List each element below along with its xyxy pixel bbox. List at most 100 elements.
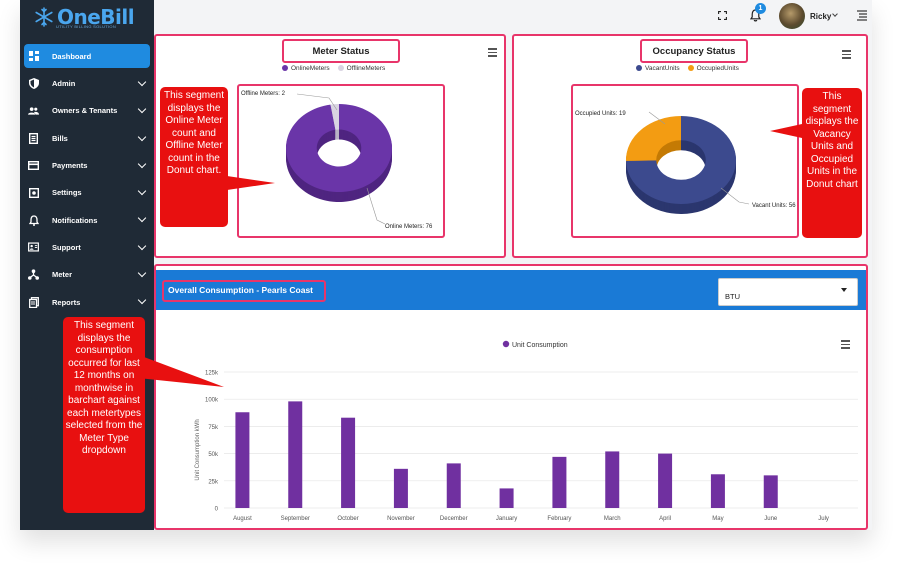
legend-dot [282,65,288,71]
meter-donut-chart [286,93,392,225]
logo[interactable]: OneBill [34,3,135,31]
settings-icon [28,187,39,198]
legend-label: OfflineMeters [346,65,386,72]
sidebar-item-notifications[interactable]: Notifications [20,206,154,233]
consumption-bar-chart: Unit Consumption 0 25k 50k 75k 100k 125k Unit C… [195,340,858,522]
offline-meters-label: Offline Meters: 2 [241,91,285,97]
chevron-down-icon[interactable] [832,11,838,17]
occupancy-status-highlight [512,34,868,258]
meter-status-title: Meter Status [312,46,370,57]
bar-august[interactable] [235,412,250,508]
bar-october[interactable] [341,417,356,508]
y-tick-label: 125k [205,371,219,377]
meter-donut-slice[interactable] [286,104,392,192]
sidebar-item-label: Settings [52,188,82,198]
vacant-units-label: Vacant Units: 56 [752,203,796,209]
legend-occupied-units[interactable]: OccupiedUnits [687,65,739,72]
y-tick-label: 25k [208,479,219,485]
offline-leader-line [296,93,338,111]
snowflake-logo-icon [35,7,53,27]
consumption-callout: This segment displays the consumption oc… [63,317,145,513]
bill-icon [28,132,39,144]
notification-count-badge: 1 [755,3,766,14]
x-tick-label: December [440,516,468,522]
bar-september[interactable] [288,401,303,508]
sidebar-item-owners-tenants[interactable]: Owners & Tenants [20,97,154,124]
reports-icon [28,296,39,308]
occupancy-callout: This segment displays the Vacancy Units … [802,88,862,238]
bar-may[interactable] [710,474,725,508]
occupancy-status-legend: VacantUnits OccupiedUnits [636,65,739,72]
x-tick-label: January [496,516,517,522]
sidebar-item-label: Bills [52,133,68,143]
logo-tagline: UTILITY BILLING SOLUTION [56,24,117,29]
chevron-down-icon [137,132,147,141]
legend-label: VacantUnits [645,65,680,72]
card-icon [28,160,39,171]
sidebar-item-reports[interactable]: Reports [20,288,154,315]
chevron-down-icon [137,105,147,114]
consumption-title: Overall Consumption - Pearls Coast [168,285,314,295]
meter-status-highlight [154,34,506,258]
menu-icon[interactable] [857,10,867,21]
chart-menu-icon[interactable] [842,50,851,61]
legend-dot [636,65,642,71]
x-tick-label: October [337,516,358,522]
occupied-units-label: Occupied Units: 19 [575,111,626,117]
legend-unit-consumption[interactable]: Unit Consumption [512,342,568,349]
legend-dot [337,65,344,71]
sidebar-item-meter[interactable]: Meter [20,261,154,288]
meter-title-highlight [282,39,400,63]
meter-donut-slice[interactable] [330,104,339,130]
bar-april[interactable] [658,453,673,508]
chart-menu-icon[interactable] [488,48,497,59]
meter-type-dropdown[interactable]: BTU [718,278,858,306]
sidebar-item-label: Payments [52,161,88,171]
chevron-down-icon [137,186,147,196]
bar-january[interactable] [499,488,514,508]
chevron-down-icon [137,159,147,169]
bar-november[interactable] [393,468,408,508]
chevron-down-icon [137,77,147,87]
chevron-down-icon [137,241,147,251]
sidebar-item-label: Notifications [52,215,98,225]
meter-callout-arrow [227,176,275,190]
sidebar-item-settings[interactable]: Settings [20,179,154,206]
occupancy-chart-highlight [571,84,799,238]
chevron-down-icon [137,268,147,278]
legend-dot [687,65,694,71]
legend-dot [502,340,510,348]
meter-icon [28,269,39,281]
legend-online-meters[interactable]: OnlineMeters [282,65,330,72]
meter-status-legend: OnlineMeters OfflineMeters [282,65,385,72]
fullscreen-icon[interactable] [718,11,727,20]
occupancy-donut-slice[interactable] [626,116,736,204]
legend-vacant-units[interactable]: VacantUnits [636,65,680,72]
meter-callout: This segment displays the Online Meter c… [160,87,228,227]
meter-chart-highlight [237,84,445,238]
bar-february[interactable] [552,456,567,508]
sidebar-item-bills[interactable]: Bills [20,125,154,152]
occupancy-donut-slice[interactable] [626,116,681,161]
occupied-leader-line [648,111,666,125]
y-tick-label: 0 [215,507,219,513]
x-tick-label: August [233,516,252,522]
sidebar-item-dashboard[interactable]: Dashboard [24,44,150,68]
bar-december[interactable] [446,463,461,508]
y-axis-label: Unit Consumption kWh [195,419,201,480]
bar-march[interactable] [605,451,620,508]
occupancy-callout-arrow [770,124,802,138]
avatar[interactable] [779,3,805,29]
user-name[interactable]: Ricky [810,12,832,21]
meter-type-value: BTU [725,292,740,301]
chart-menu-icon[interactable] [841,340,850,351]
consumption-title-highlight [162,280,326,302]
bar-june[interactable] [763,475,778,508]
sidebar-item-support[interactable]: Support [20,234,154,261]
sidebar-item-label: Meter [52,270,73,280]
legend-offline-meters[interactable]: OfflineMeters [337,65,386,72]
x-tick-label: February [547,516,571,522]
sidebar-item-label: Support [52,242,81,252]
sidebar-item-payments[interactable]: Payments [20,152,154,179]
sidebar-item-admin[interactable]: Admin [20,70,154,97]
